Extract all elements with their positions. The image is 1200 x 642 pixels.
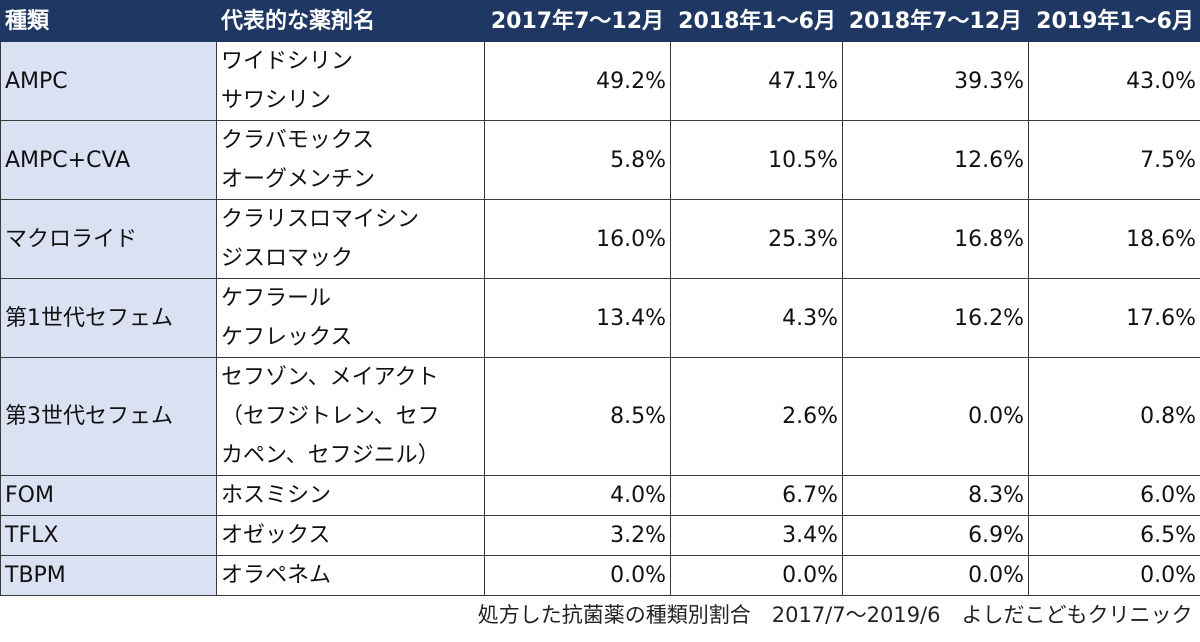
footer-row: 処方した抗菌薬の種類別割合 2017/7〜2019/6 よしだこどもクリニック <box>1 595 1200 634</box>
drug-name: （セフジトレン、セフ <box>221 404 440 429</box>
table-row: 第1世代セフェム ケフラール ケフレックス 13.4% 4.3% 16.2% 17.6% <box>0 278 1200 358</box>
table-row: 第3世代セフェム セフゾン、メイアクト （セフジトレン、セフ カペン、セフジニル） 8.… <box>0 357 1200 476</box>
table-row: TFLX オゼックス 3.2% 3.4% 6.9% 6.5% <box>0 515 1200 556</box>
header-drug-name: 代表的な薬剤名 <box>216 0 485 42</box>
percentage-cell: 5.8% <box>484 120 671 200</box>
table-row: AMPC ワイドシリン サワシリン 49.2% 47.1% 39.3% 43.0% <box>0 41 1200 121</box>
percentage-cell: 49.2% <box>484 41 671 121</box>
drug-names: クラバモックス オーグメンチン <box>216 120 485 200</box>
antibiotic-type: 第1世代セフェム <box>0 278 217 358</box>
drug-name: オゼックス <box>221 523 331 548</box>
percentage-cell: 47.1% <box>670 41 843 121</box>
header-period-3: 2018年7〜12月 <box>842 0 1029 42</box>
percentage-cell: 13.4% <box>484 278 671 358</box>
percentage-cell: 0.0% <box>484 555 671 596</box>
percentage-cell: 6.9% <box>842 515 1029 556</box>
header-period-4: 2019年1〜6月 <box>1028 0 1200 42</box>
drug-name: ジスロマック <box>221 246 354 271</box>
drug-name: ホスミシン <box>221 483 332 508</box>
footer-caption: 処方した抗菌薬の種類別割合 2017/7〜2019/6 よしだこどもクリニック <box>216 595 1200 634</box>
percentage-cell: 16.2% <box>842 278 1029 358</box>
percentage-cell: 3.4% <box>670 515 843 556</box>
drug-names: セフゾン、メイアクト （セフジトレン、セフ カペン、セフジニル） <box>216 357 485 476</box>
drug-name: ケフラール <box>221 286 332 311</box>
drug-name: クラバモックス <box>221 128 375 153</box>
footer-blank <box>1 596 217 634</box>
table-row: TBPM オラペネム 0.0% 0.0% 0.0% 0.0% <box>0 555 1200 596</box>
percentage-cell: 0.8% <box>1028 357 1200 476</box>
percentage-cell: 4.3% <box>670 278 843 358</box>
percentage-cell: 16.8% <box>842 199 1029 279</box>
drug-names: ケフラールケフレックス <box>216 278 485 358</box>
header-period-2: 2018年1〜6月 <box>670 0 843 42</box>
percentage-cell: 8.5% <box>484 357 671 476</box>
drug-name: クラリスロマイシン <box>221 207 420 232</box>
percentage-cell: 2.6% <box>670 357 843 476</box>
percentage-cell: 8.3% <box>842 475 1029 516</box>
percentage-cell: 7.5% <box>1028 120 1200 200</box>
header-type: 種類 <box>0 0 217 42</box>
antibiotic-type: TFLX <box>0 515 217 556</box>
antibiotic-type: マクロライド <box>0 199 217 279</box>
percentage-cell: 4.0% <box>484 475 671 516</box>
drug-names: ホスミシン <box>216 475 485 516</box>
percentage-cell: 43.0% <box>1028 41 1200 121</box>
drug-names: オラペネム <box>216 555 485 596</box>
percentage-cell: 3.2% <box>484 515 671 556</box>
table-row: AMPC+CVA クラバモックス オーグメンチン 5.8% 10.5% 12.6% 7.5% <box>0 120 1200 200</box>
percentage-cell: 17.6% <box>1028 278 1200 358</box>
percentage-cell: 0.0% <box>842 357 1029 476</box>
percentage-cell: 6.5% <box>1028 515 1200 556</box>
percentage-cell: 0.0% <box>670 555 843 596</box>
drug-name: セフゾン、メイアクト <box>221 365 439 390</box>
percentage-cell: 0.0% <box>842 555 1029 596</box>
drug-name: オーグメンチン <box>221 167 376 192</box>
percentage-cell: 12.6% <box>842 120 1029 200</box>
drug-names: クラリスロマイシン ジスロマック <box>216 199 485 279</box>
percentage-cell: 10.5% <box>670 120 843 200</box>
antibiotic-type: TBPM <box>0 555 217 596</box>
antibiotic-type: AMPC+CVA <box>0 120 217 200</box>
antibiotic-type: AMPC <box>0 41 217 121</box>
percentage-cell: 39.3% <box>842 41 1029 121</box>
drug-name: ケフレックス <box>221 325 353 350</box>
antibiotic-type: FOM <box>0 475 217 516</box>
header-period-1: 2017年7〜12月 <box>484 0 671 42</box>
percentage-cell: 16.0% <box>484 199 671 279</box>
drug-name: サワシリン <box>221 88 332 113</box>
percentage-cell: 6.7% <box>670 475 843 516</box>
percentage-cell: 0.0% <box>1028 555 1200 596</box>
drug-name: カペン、セフジニル） <box>221 443 440 468</box>
percentage-cell: 6.0% <box>1028 475 1200 516</box>
drug-name: オラペネム <box>221 563 332 588</box>
table-row: FOM ホスミシン 4.0% 6.7% 8.3% 6.0% <box>0 475 1200 516</box>
header-row: 種類 代表的な薬剤名 2017年7〜12月 2018年1〜6月 2018年7〜1… <box>0 0 1200 42</box>
antibiotic-type: 第3世代セフェム <box>0 357 217 476</box>
drug-names: ワイドシリン サワシリン <box>216 41 485 121</box>
drug-name: ワイドシリン <box>221 49 354 74</box>
drug-names: オゼックス <box>216 515 485 556</box>
percentage-cell: 18.6% <box>1028 199 1200 279</box>
percentage-cell: 25.3% <box>670 199 843 279</box>
table-row: マクロライド クラリスロマイシン ジスロマック 16.0% 25.3% 16.8% 18.6… <box>0 199 1200 279</box>
